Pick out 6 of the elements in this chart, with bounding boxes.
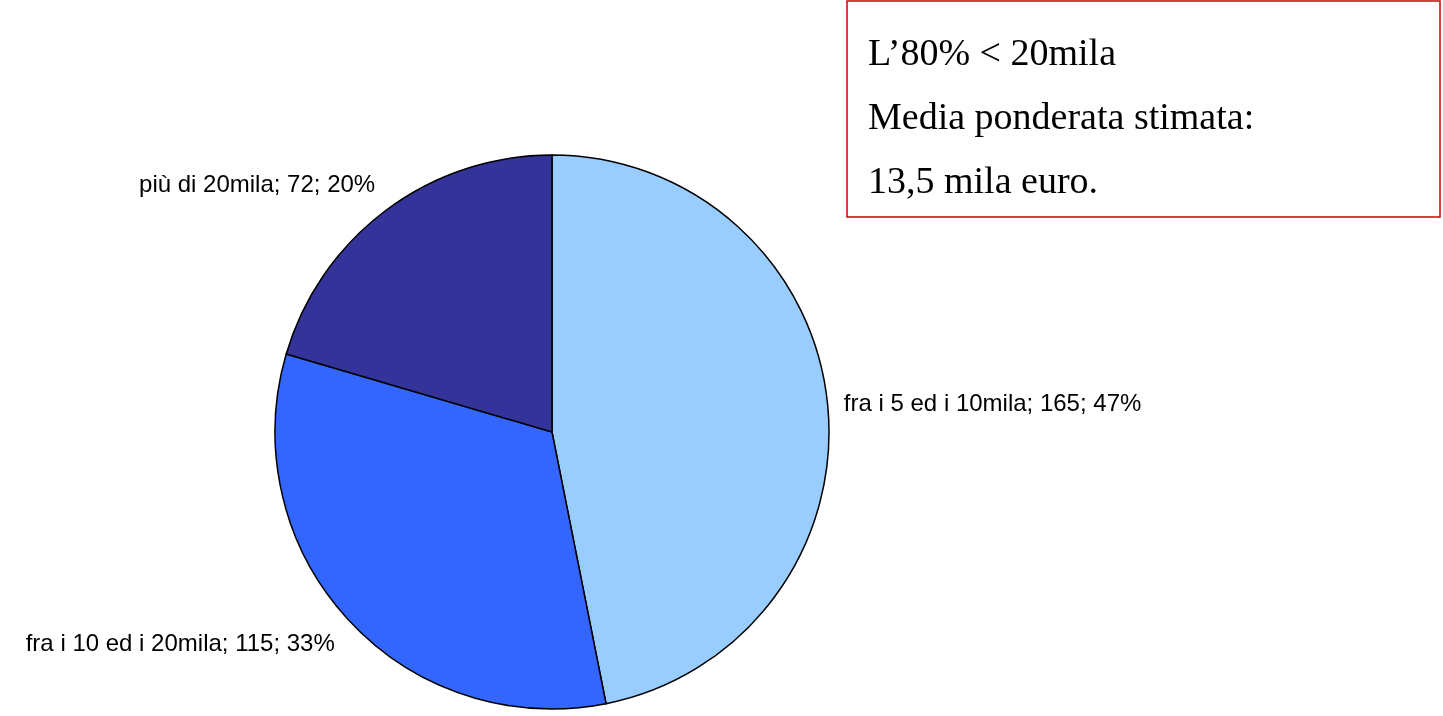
text: L’80% < 20mila bbox=[868, 31, 1117, 73]
text: Media ponderata stimata: bbox=[868, 95, 1255, 137]
text: 13,5 mila euro. bbox=[868, 159, 1099, 201]
slice-label: più di 20mila; 72; 20% bbox=[138, 169, 377, 200]
slice-label: fra i 5 ed i 10mila; 165; 47% bbox=[842, 388, 1143, 419]
slice-label: fra i 10 ed i 20mila; 115; 33% bbox=[24, 628, 336, 659]
